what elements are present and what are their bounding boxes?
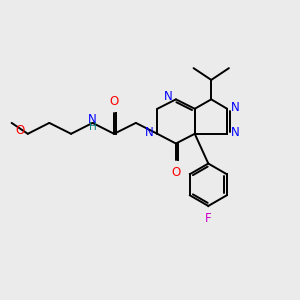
Text: N: N — [231, 126, 239, 139]
Text: O: O — [15, 124, 24, 137]
Text: N: N — [231, 101, 239, 114]
Text: N: N — [88, 113, 97, 126]
Text: H: H — [89, 122, 97, 132]
Text: O: O — [110, 95, 119, 108]
Text: N: N — [145, 126, 154, 139]
Text: N: N — [164, 90, 172, 103]
Text: O: O — [171, 166, 181, 179]
Text: F: F — [205, 212, 211, 225]
